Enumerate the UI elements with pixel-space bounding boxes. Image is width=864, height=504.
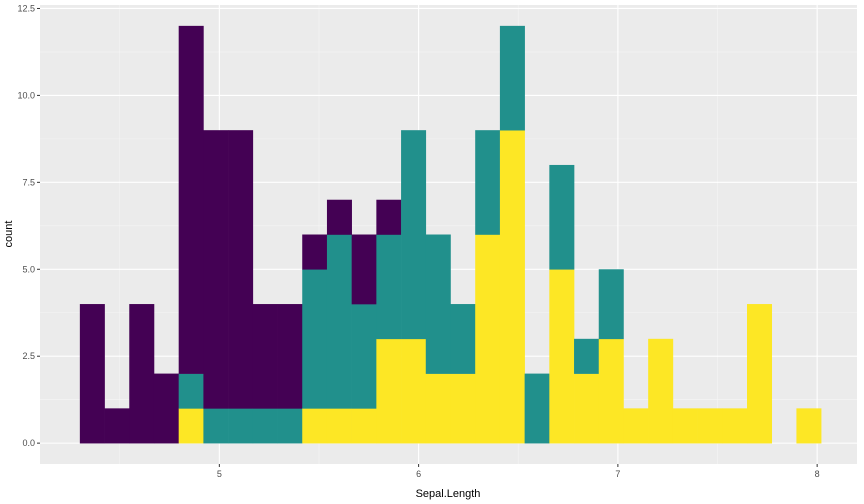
histogram-bar [697, 408, 723, 444]
x-tick-label: 7 [615, 469, 620, 479]
histogram-bar [475, 234, 501, 444]
histogram-bar [302, 269, 328, 409]
y-tick-label: 10.0 [17, 90, 35, 100]
histogram-bar [598, 269, 624, 340]
histogram-bar [252, 304, 278, 409]
bar-layer [79, 25, 822, 444]
histogram-bar [79, 304, 105, 444]
histogram-bar [129, 304, 155, 444]
histogram-bar [524, 373, 550, 444]
histogram-bar [450, 373, 476, 444]
histogram-bar [326, 199, 352, 235]
histogram-bar [351, 408, 377, 444]
histogram-bar [499, 25, 525, 131]
histogram-bar [672, 408, 698, 444]
x-tick-label: 6 [416, 469, 421, 479]
histogram-bar [648, 338, 674, 444]
histogram-bar [401, 338, 427, 444]
histogram-bar [203, 408, 229, 444]
histogram-bar [228, 130, 254, 409]
histogram-bar [475, 130, 501, 235]
histogram-bar [326, 234, 352, 409]
histogram-bar [178, 373, 204, 409]
histogram-bar [351, 304, 377, 409]
x-axis: 5 6 7 8 [217, 464, 820, 479]
histogram-bar [549, 164, 575, 270]
histogram-bar [796, 408, 822, 444]
y-axis: 0.0 2.5 5.0 7.5 10.0 12.5 [17, 3, 40, 448]
histogram-bar [277, 304, 303, 409]
histogram-bar [178, 408, 204, 444]
histogram-bar [722, 408, 748, 444]
histogram-bar [376, 199, 402, 235]
histogram-bar [153, 373, 179, 444]
histogram-bar [425, 373, 451, 444]
histogram-bar [252, 408, 278, 444]
histogram-bar [376, 338, 402, 444]
histogram-bar [376, 234, 402, 340]
x-tick-label: 8 [815, 469, 820, 479]
histogram-bar [277, 408, 303, 444]
histogram-bar [450, 304, 476, 374]
histogram-bar [203, 130, 229, 409]
histogram-bar [178, 25, 204, 374]
histogram-bar [302, 234, 328, 270]
histogram-bar [623, 408, 649, 444]
x-tick-label: 5 [217, 469, 222, 479]
y-tick-label: 0.0 [22, 438, 35, 448]
x-axis-title: Sepal.Length [416, 488, 481, 500]
histogram-bar [747, 304, 773, 444]
y-tick-label: 2.5 [22, 351, 35, 361]
y-tick-label: 5.0 [22, 264, 35, 274]
histogram-bar [401, 130, 427, 340]
histogram-bar [574, 373, 600, 444]
histogram-bar [549, 269, 575, 444]
histogram-bar [302, 408, 328, 444]
histogram-bar [425, 234, 451, 374]
y-tick-label: 12.5 [17, 3, 35, 13]
histogram-bar [228, 408, 254, 444]
histogram-bar [499, 130, 525, 444]
y-axis-title: count [3, 221, 15, 248]
histogram-bar [326, 408, 352, 444]
y-tick-label: 7.5 [22, 177, 35, 187]
histogram-bar [574, 338, 600, 374]
histogram-bar [351, 234, 377, 305]
histogram-bar [104, 408, 130, 444]
histogram-bar [598, 338, 624, 444]
